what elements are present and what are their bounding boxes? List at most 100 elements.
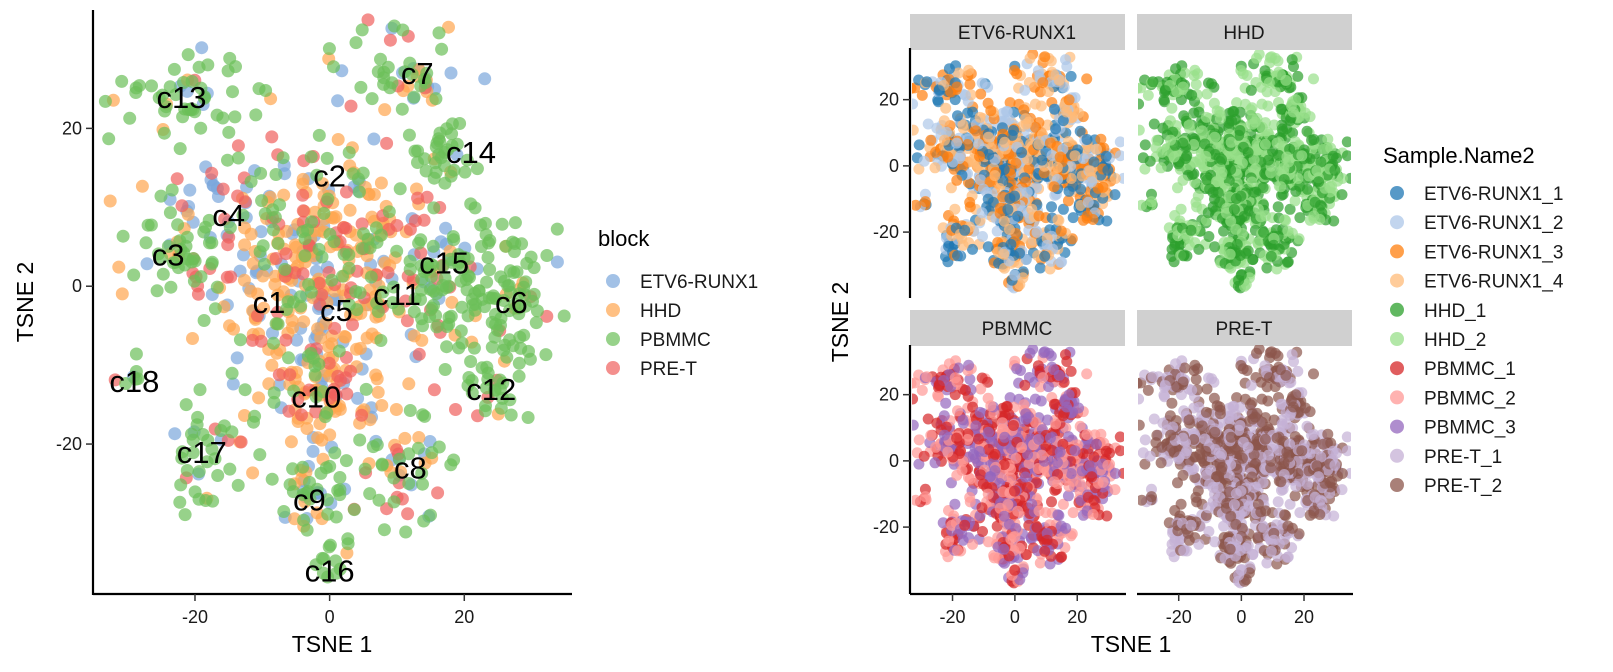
- facet-point: [1016, 147, 1028, 158]
- facet-point: [1109, 189, 1121, 201]
- scatter-point: [412, 347, 426, 361]
- scatter-point: [363, 487, 377, 501]
- facet-point: [1073, 402, 1085, 414]
- scatter-point: [390, 219, 404, 232]
- scatter-point: [458, 165, 472, 179]
- facet-point: [1036, 449, 1048, 461]
- facet-point: [983, 149, 995, 160]
- facet-point: [1030, 121, 1042, 133]
- facet-point: [951, 81, 963, 93]
- facet-point: [1020, 118, 1032, 130]
- scatter-point: [407, 329, 421, 343]
- facet-point: [1202, 207, 1214, 219]
- facet-point: [1048, 398, 1060, 410]
- facet-point: [989, 465, 1001, 477]
- scatter-point: [231, 189, 245, 203]
- facet-point: [1231, 97, 1243, 109]
- facet-point: [1002, 204, 1014, 215]
- facet-point: [1263, 154, 1274, 166]
- facet-point: [1050, 418, 1062, 430]
- scatter-point: [306, 444, 320, 458]
- facet-point: [1138, 124, 1145, 136]
- scatter-point: [431, 486, 445, 500]
- facet-point: [1234, 420, 1246, 431]
- facet-point: [951, 137, 963, 149]
- facet-point: [974, 150, 985, 162]
- scatter-point: [296, 460, 310, 474]
- facet-point: [1021, 481, 1033, 493]
- scatter-point: [150, 284, 164, 298]
- scatter-point: [102, 132, 116, 146]
- scatter-point: [520, 256, 534, 270]
- facet-point: [1252, 203, 1264, 215]
- scatter-point: [340, 185, 353, 199]
- facet-point: [921, 371, 933, 383]
- facet-point: [1023, 163, 1035, 175]
- facet-point: [1100, 150, 1112, 162]
- facet-point: [1055, 225, 1067, 237]
- y-tick-label: 20: [62, 118, 82, 138]
- facet-point: [933, 380, 945, 392]
- scatter-point: [339, 454, 353, 468]
- scatter-point: [279, 247, 293, 261]
- facet-point: [1004, 97, 1016, 109]
- scatter-point: [233, 333, 247, 347]
- facet-point: [1177, 81, 1189, 93]
- facet-point: [1057, 498, 1069, 510]
- scatter-point: [501, 279, 515, 293]
- scatter-point: [478, 72, 492, 86]
- facet-point: [1026, 203, 1038, 215]
- scatter-point: [188, 254, 202, 268]
- scatter-point: [178, 508, 192, 522]
- facet-point: [949, 498, 961, 510]
- facet-point: [952, 110, 963, 122]
- facet-point: [1231, 238, 1243, 250]
- facet-point: [1181, 150, 1193, 162]
- scatter-point: [271, 237, 285, 250]
- facet-point: [1034, 86, 1046, 98]
- scatter-point: [282, 351, 295, 365]
- facet-point: [967, 538, 978, 550]
- facet-point: [932, 391, 944, 403]
- facet-point: [1261, 86, 1273, 98]
- facet-point: [1146, 196, 1157, 208]
- facet-point: [1203, 77, 1214, 89]
- scatter-point: [231, 478, 245, 492]
- facet-point: [1242, 147, 1254, 158]
- strip-label-pbmmc: PBMMC: [982, 319, 1053, 340]
- scatter-point: [398, 65, 412, 79]
- facet-point: [943, 63, 955, 75]
- facet-point: [999, 136, 1011, 148]
- facet-point: [1215, 465, 1227, 477]
- facet-point: [1043, 381, 1054, 393]
- scatter-point: [370, 372, 384, 386]
- scatter-point: [414, 246, 428, 260]
- scatter-point: [129, 347, 143, 361]
- scatter-point: [400, 314, 414, 328]
- facet-point: [1023, 458, 1035, 470]
- scatter-point: [387, 495, 401, 509]
- scatter-point: [173, 142, 187, 156]
- scatter-point: [309, 390, 323, 404]
- facet-point: [1142, 89, 1154, 101]
- facet-point: [1138, 199, 1148, 211]
- facet-point: [1211, 400, 1223, 412]
- facet-point: [1001, 401, 1013, 412]
- x-tick-label: 20: [454, 607, 474, 627]
- facet-point: [1209, 444, 1221, 455]
- facet-point: [952, 250, 963, 262]
- facet-point: [1005, 533, 1017, 545]
- facet-point: [1177, 432, 1189, 444]
- scatter-point: [375, 399, 389, 412]
- scatter-point: [432, 26, 446, 40]
- facet-point: [1209, 149, 1221, 160]
- facet-point: [930, 146, 942, 158]
- scatter-point: [246, 257, 260, 271]
- facet-point: [925, 429, 937, 441]
- scatter-point: [398, 431, 412, 445]
- scatter-point: [254, 225, 268, 239]
- facet-point: [918, 450, 930, 462]
- scatter-point: [321, 192, 335, 206]
- scatter-point: [427, 201, 441, 215]
